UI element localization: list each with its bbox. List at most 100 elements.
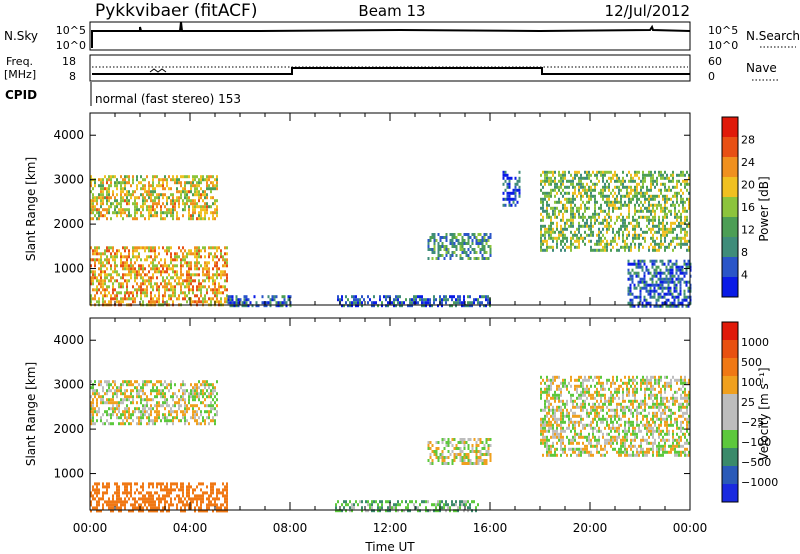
velocity-cell-0 [136,389,138,393]
velocity-cell-2 [371,506,373,510]
velocity-cell-3 [455,447,458,450]
velocity-cell-3 [431,450,434,453]
velocity-cell-4 [578,423,580,427]
power-cell-4 [449,233,452,236]
velocity-cell-1 [182,503,184,507]
power-cell-1 [94,246,96,250]
power-cell-6 [552,179,554,183]
power-cell-1 [214,264,216,268]
velocity-cell-2 [381,503,383,507]
power-cell-1 [218,282,220,286]
power-cell-5 [518,170,521,174]
velocity-cell-2 [345,509,347,513]
power-cell-7 [629,271,632,275]
velocity-cell-2 [437,500,439,504]
velocity-cell-2 [377,503,379,507]
power-cell-1 [104,294,106,298]
power-cell-6 [648,218,650,222]
velocity-cell-0 [112,401,114,405]
velocity-cell-1 [150,506,152,510]
power-cell-6 [562,176,564,180]
power-cell-6 [574,215,576,219]
velocity-cell-0 [98,407,100,411]
velocity-cell-4 [600,393,602,397]
power-cell-6 [660,233,662,237]
power-cell-3 [385,304,387,308]
velocity-cell-3 [481,441,484,444]
power-cell-6 [652,245,654,249]
power-cell-6 [676,197,678,201]
power-cell-1 [220,273,222,277]
power-cell-6 [570,206,572,210]
power-cell-0 [200,178,202,182]
velocity-cell-2 [395,506,397,510]
power-cell-4 [433,236,436,239]
power-cell-6 [546,239,548,243]
velocity-cell-3 [467,444,470,447]
power-cell-1 [202,270,204,274]
velocity-cell-0 [162,413,164,417]
power-cell-1 [206,264,208,268]
power-cell-1 [134,255,136,259]
power-cell-7 [627,271,630,275]
velocity-cell-0 [94,410,96,414]
power-cell-6 [622,236,624,240]
power-cell-6 [586,200,588,204]
power-cell-3 [369,298,371,302]
velocity-cell-3 [429,441,432,444]
power-cell-6 [548,194,550,198]
velocity-cell-0 [190,416,192,420]
velocity-cell-3 [463,444,466,447]
power-cell-6 [608,176,610,180]
velocity-cell-0 [166,401,168,405]
velocity-cell-0 [166,383,168,387]
power-cell-1 [110,264,112,268]
power-cell-7 [645,280,648,284]
power-cell-0 [214,199,216,203]
velocity-cell-0 [172,392,174,396]
power-cell-6 [640,185,642,189]
velocity-cell-3 [461,438,464,441]
power-cell-1 [158,270,160,274]
power-cell-4 [449,257,452,260]
power-cell-1 [126,255,128,259]
power-cell-0 [196,217,198,221]
power-cell-6 [658,248,660,252]
power-cell-6 [626,236,628,240]
velocity-cell-4 [570,375,572,379]
power-cell-3 [363,298,365,302]
power-cell-6 [584,221,586,225]
velocity-cell-1 [106,500,108,504]
velocity-cell-1 [158,497,160,501]
power-cell-3 [427,298,429,302]
power-cell-3 [337,295,339,299]
power-cell-2 [245,301,248,305]
power-cell-0 [112,190,114,194]
velocity-cell-4 [552,453,554,457]
velocity-cell-1 [138,497,140,501]
power-cell-2 [247,298,250,302]
power-cell-6 [686,248,688,252]
power-cell-6 [548,176,550,180]
power-cell-1 [182,273,184,277]
power-cell-0 [188,205,190,209]
power-cell-6 [640,191,642,195]
power-cell-1 [122,285,124,289]
power-cell-7 [671,280,674,284]
power-cell-6 [614,236,616,240]
velocity-cell-4 [600,417,602,421]
velocity-cell-0 [108,407,110,411]
velocity-cell-1 [202,494,204,498]
power-cell-0 [92,193,94,197]
power-cell-4 [467,248,470,251]
velocity-cell-2 [431,503,433,507]
power-cell-1 [188,282,190,286]
power-cell-0 [116,184,118,188]
velocity-cell-1 [208,494,210,498]
velocity-cell-1 [196,503,198,507]
power-cell-1 [124,255,126,259]
power-cell-1 [200,249,202,253]
power-cell-6 [544,173,546,177]
power-cell-6 [584,209,586,213]
power-cell-6 [626,191,628,195]
